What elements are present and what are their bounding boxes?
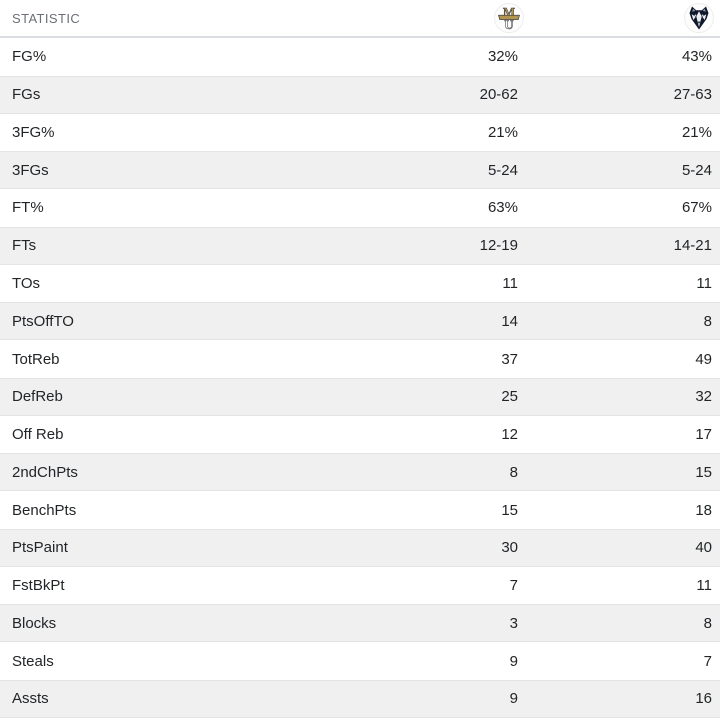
stat-value-team1: 3: [509, 614, 518, 632]
table-row: FG% 32% 43%: [0, 38, 720, 76]
marquette-golden-eagles-logo-icon: M U: [494, 3, 524, 33]
stat-label: TOs: [12, 274, 41, 292]
stat-label: 2ndChPts: [12, 463, 78, 481]
table-row: BenchPts 15 18: [0, 491, 720, 529]
table-row: 3FGs 5-24 5-24: [0, 151, 720, 190]
stat-label: FstBkPt: [12, 577, 65, 595]
table-row: TOs 11 11: [0, 264, 720, 303]
table-row: FGs 20-62 27-63: [0, 75, 720, 114]
stat-value-team1: 11: [502, 274, 518, 292]
stat-label: 3FG%: [12, 123, 55, 141]
stat-value-team2: 49: [695, 350, 712, 368]
stat-value-team2: 43%: [681, 48, 712, 66]
stat-value-team1: 63%: [487, 199, 518, 217]
table-row: PtsPaint 30 40: [0, 528, 720, 567]
stat-value-team1: 9: [509, 652, 518, 670]
stat-label: FGs: [12, 86, 41, 104]
stat-value-team2: 18: [695, 501, 712, 519]
stat-label: FG%: [12, 48, 47, 66]
stat-value-team2: 5-24: [681, 161, 712, 179]
table-row: TotReb 37 49: [0, 340, 720, 378]
stat-value-team1: 25: [501, 388, 518, 406]
table-row: Assts 9 16: [0, 680, 720, 718]
stat-value-team1: 9: [509, 690, 518, 708]
team1-column-header: M U: [398, 0, 524, 36]
table-row: 2ndChPts 8 15: [0, 453, 720, 492]
stat-value-team1: 32%: [487, 48, 518, 66]
stat-value-team2: 11: [696, 577, 712, 595]
stat-value-team2: 27-63: [673, 86, 712, 104]
stats-table-body: FG% 32% 43% FGs 20-62 27-63 3FG% 21% 21%…: [0, 38, 720, 718]
table-header-row: STATISTIC M U: [0, 0, 720, 38]
stat-value-team2: 16: [695, 690, 712, 708]
table-row: FstBkPt 7 11: [0, 566, 720, 605]
stat-value-team2: 15: [695, 463, 712, 481]
stat-value-team1: 37: [501, 350, 518, 368]
stat-label: FT%: [12, 199, 44, 217]
stat-value-team1: 5-24: [487, 161, 518, 179]
stat-value-team2: 17: [695, 426, 712, 444]
stat-label: DefReb: [12, 388, 63, 406]
stat-value-team2: 32: [695, 388, 712, 406]
stat-value-team2: 8: [703, 312, 712, 330]
table-row: Off Reb 12 17: [0, 415, 720, 454]
svg-text:U: U: [504, 17, 514, 32]
stat-label: PtsOffTO: [12, 312, 74, 330]
stat-value-team2: 7: [703, 652, 712, 670]
table-row: FT% 63% 67%: [0, 189, 720, 227]
stat-value-team1: 21%: [487, 123, 518, 141]
stat-value-team2: 14-21: [673, 237, 712, 255]
statistic-column-header: STATISTIC: [12, 10, 81, 26]
stat-value-team1: 12: [501, 426, 518, 444]
table-row: FTs 12-19 14-21: [0, 226, 720, 265]
table-row: Steals 9 7: [0, 642, 720, 681]
table-row: 3FG% 21% 21%: [0, 113, 720, 152]
stat-value-team2: 21%: [681, 123, 712, 141]
stat-value-team2: 67%: [681, 199, 712, 217]
uconn-huskies-logo-icon: [684, 3, 714, 33]
table-row: PtsOffTO 14 8: [0, 302, 720, 341]
team2-column-header: [518, 0, 720, 36]
table-row: Blocks 3 8: [0, 604, 720, 643]
stat-value-team2: 40: [695, 539, 712, 557]
stat-value-team1: 7: [509, 577, 518, 595]
table-row: DefReb 25 32: [0, 377, 720, 416]
stat-label: TotReb: [12, 350, 60, 368]
stat-label: PtsPaint: [12, 539, 68, 557]
stat-value-team1: 12-19: [479, 237, 518, 255]
stat-value-team1: 15: [501, 501, 518, 519]
stat-label: FTs: [12, 237, 37, 255]
stat-value-team2: 8: [703, 614, 712, 632]
stat-value-team1: 30: [501, 539, 518, 557]
stat-value-team1: 20-62: [479, 86, 518, 104]
stat-label: Assts: [12, 690, 49, 708]
stat-value-team2: 11: [696, 274, 712, 292]
stat-label: Off Reb: [12, 426, 64, 444]
stat-label: Steals: [12, 652, 54, 670]
stat-label: Blocks: [12, 614, 57, 632]
stat-value-team1: 8: [509, 463, 518, 481]
stat-label: 3FGs: [12, 161, 49, 179]
stat-label: BenchPts: [12, 501, 77, 519]
stat-value-team1: 14: [501, 312, 518, 330]
